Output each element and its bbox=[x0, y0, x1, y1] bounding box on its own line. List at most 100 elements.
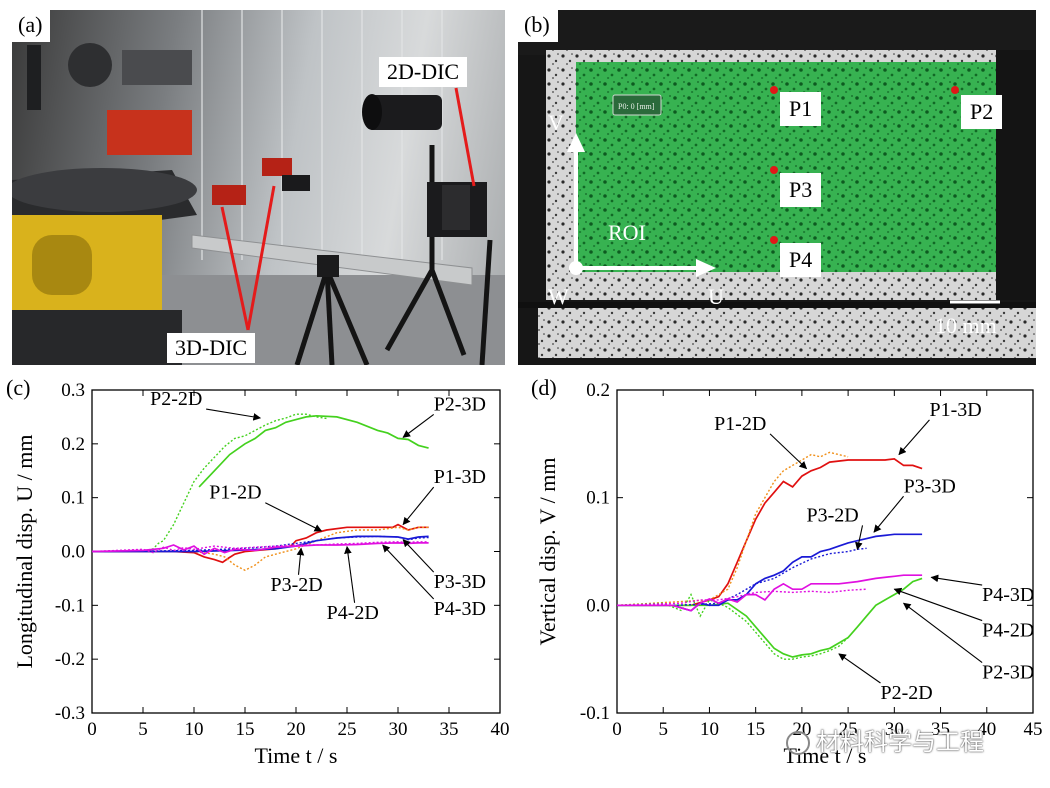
series-p1-3d bbox=[617, 458, 923, 607]
annotation-label: P3-2D bbox=[271, 574, 323, 596]
y-tick-label: -0.2 bbox=[55, 649, 85, 670]
x-tick-label: 30 bbox=[389, 719, 408, 740]
watermark-icon bbox=[786, 731, 810, 755]
x-tick-label: 30 bbox=[885, 719, 904, 740]
x-tick-label: 10 bbox=[700, 719, 719, 740]
pointer-2d bbox=[454, 87, 476, 187]
annotation-arrow bbox=[898, 419, 930, 456]
x-tick-label: 15 bbox=[746, 719, 765, 740]
annotation-label: P2-3D bbox=[434, 393, 486, 415]
series-p2-2d bbox=[616, 593, 849, 660]
y-tick-label: 0.1 bbox=[61, 488, 85, 509]
x-tick-label: 40 bbox=[491, 719, 510, 740]
scale-bar-label: 10 mm bbox=[935, 313, 997, 338]
x-tick-label: 40 bbox=[977, 719, 996, 740]
setup-photo-drawing bbox=[12, 10, 505, 365]
y-axis-label: Longitudinal disp. U / mm bbox=[12, 434, 37, 668]
y-tick-label: -0.3 bbox=[55, 703, 85, 724]
annotation-arrow bbox=[265, 502, 323, 532]
x-tick-label: 20 bbox=[287, 719, 306, 740]
specimen-image: P0: 0 [mm] (b) P1 P2 P3 P4 V ROI W U 10 … bbox=[518, 10, 1036, 365]
watermark-text: 材料科学与工程 bbox=[816, 728, 984, 756]
y-tick-label: -0.1 bbox=[55, 595, 85, 616]
x-tick-label: 10 bbox=[185, 719, 204, 740]
plot-frame bbox=[616, 389, 1034, 714]
axis-label-w: W bbox=[548, 284, 569, 309]
watermark: 材料科学与工程 bbox=[786, 722, 1036, 758]
series-p1-2d bbox=[616, 451, 849, 606]
origin-marker bbox=[569, 261, 583, 275]
series-p1-2d bbox=[92, 526, 429, 572]
pointer-3d-right bbox=[246, 185, 276, 331]
setup-photo: (a) 2D-DIC 3D-DIC bbox=[12, 10, 505, 365]
annotation-arrow bbox=[382, 544, 435, 600]
overlay-text: P0: 0 [mm] bbox=[618, 102, 655, 111]
annotation-label: P3-3D bbox=[434, 571, 486, 593]
point-label-p1: P1 bbox=[780, 92, 822, 126]
point-label-p3: P3 bbox=[780, 173, 822, 207]
x-tick-label: 35 bbox=[440, 719, 459, 740]
annotation-label: P3-3D bbox=[904, 475, 956, 497]
x-tick-label: 25 bbox=[839, 719, 858, 740]
series-p4-3d bbox=[91, 542, 429, 556]
x-tick-label: 45 bbox=[1024, 719, 1043, 740]
annotation-arrow bbox=[206, 408, 262, 421]
panel-a-label: (a) bbox=[12, 10, 51, 42]
annotation-label: P1-3D bbox=[929, 399, 981, 421]
series-p4-2d bbox=[616, 588, 867, 606]
panel-label: (c) bbox=[6, 375, 30, 400]
x-tick-label: 15 bbox=[236, 719, 255, 740]
annotation-arrow bbox=[402, 539, 435, 573]
y-axis-label: Vertical disp. V / mm bbox=[535, 457, 560, 645]
annotation-arrow bbox=[838, 653, 881, 684]
x-tick-label: 5 bbox=[138, 719, 148, 740]
annotation-arrow bbox=[296, 547, 305, 575]
x-tick-label: 0 bbox=[87, 719, 97, 740]
annotation-arrow bbox=[930, 574, 983, 586]
series-p4-2d bbox=[91, 541, 429, 554]
series-p4-3d bbox=[617, 574, 923, 612]
point-label-p2: P2 bbox=[961, 95, 1003, 129]
annotation-label: P2-2D bbox=[150, 388, 202, 410]
panel-b-label: (b) bbox=[518, 10, 558, 42]
y-tick-label: 0.0 bbox=[61, 542, 85, 563]
annotation-arrow bbox=[873, 495, 905, 533]
annotation-label: P1-3D bbox=[434, 466, 486, 488]
annotation-label: P3-2D bbox=[807, 504, 859, 526]
y-tick-label: -0.1 bbox=[580, 703, 610, 724]
annotation-label: P2-3D bbox=[982, 662, 1034, 684]
annotation-arrow bbox=[402, 414, 435, 438]
axis-label-u: U bbox=[708, 284, 724, 309]
y-tick-label: 0.0 bbox=[586, 595, 610, 616]
series-p2-3d bbox=[617, 577, 923, 658]
point-marker-p3 bbox=[770, 166, 778, 174]
annotation-arrow bbox=[902, 602, 983, 663]
panel-label: (d) bbox=[531, 375, 557, 400]
annotation-arrow bbox=[893, 587, 983, 622]
series-p3-3d bbox=[617, 533, 923, 612]
point-marker-p1 bbox=[770, 86, 778, 94]
annotation-arrow bbox=[769, 433, 808, 470]
y-tick-label: 0.1 bbox=[586, 488, 610, 509]
y-tick-label: 0.3 bbox=[61, 380, 85, 401]
series-p2-3d bbox=[198, 414, 429, 488]
specimen-drawing: P0: 0 [mm] bbox=[518, 10, 1036, 358]
annotation-label: P4-2D bbox=[982, 620, 1034, 642]
pointer-3d-left bbox=[220, 206, 250, 331]
annotation-label: P1-2D bbox=[209, 482, 261, 504]
series-p3-2d bbox=[91, 535, 429, 553]
roi-label: ROI bbox=[608, 220, 646, 245]
x-tick-label: 25 bbox=[338, 719, 357, 740]
point-label-p4: P4 bbox=[780, 243, 822, 277]
label-3d-dic: 3D-DIC bbox=[167, 333, 256, 363]
overlay-box bbox=[612, 94, 662, 116]
annotation-label: P2-2D bbox=[880, 682, 932, 704]
annotation-label: P4-3D bbox=[982, 584, 1034, 606]
axis-label-v: V bbox=[548, 110, 564, 135]
annotation-label: P4-2D bbox=[327, 602, 379, 624]
point-marker-p4 bbox=[770, 236, 778, 244]
x-tick-label: 5 bbox=[658, 719, 668, 740]
x-tick-label: 0 bbox=[612, 719, 622, 740]
x-tick-label: 35 bbox=[931, 719, 950, 740]
